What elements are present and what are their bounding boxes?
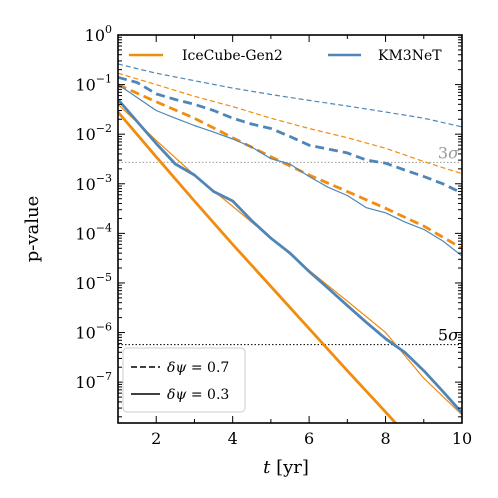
x-axis-label: t [yr]: [263, 457, 309, 478]
x-tick-label: 10: [452, 429, 472, 448]
series-icecube-dashed-thin: [118, 72, 462, 175]
sigma-5-label: 5σ: [438, 326, 460, 345]
legend-icecube-label: IceCube-Gen2: [182, 48, 283, 64]
legend-detectors: IceCube-Gen2 KM3NeT: [129, 48, 442, 64]
sigma-3-label: 3σ: [438, 143, 460, 162]
legend-dashed-label: δψ = 0.7: [167, 360, 229, 376]
series-km3net-dashed-thin: [118, 63, 462, 128]
x-tick-label: 2: [151, 429, 161, 448]
x-tick-labels: 2 4 6 8 10: [151, 429, 472, 448]
x-tick-label: 6: [304, 429, 314, 448]
y-tick-label: 10−1: [75, 73, 112, 95]
legend-resolution-box: [122, 347, 246, 413]
y-tick-labels: 100 10−1 10−2 10−3 10−4 10−5 10−6 10−7: [75, 23, 112, 392]
axis-ticks: [117, 34, 463, 423]
plot-frame: [117, 34, 463, 424]
x-tick-label: 8: [380, 429, 390, 448]
legend-resolution: δψ = 0.7 δψ = 0.3: [122, 347, 246, 413]
series-km3net-solid-thin: [118, 84, 462, 257]
y-tick-label: 10−2: [75, 122, 112, 144]
y-axis-label: p-value: [22, 196, 43, 263]
series-layer: [118, 63, 462, 423]
series-km3net-solid-thick: [118, 98, 462, 414]
y-tick-label: 10−5: [75, 271, 112, 293]
y-tick-label: 10−6: [75, 321, 112, 343]
y-tick-label: 100: [85, 23, 112, 45]
series-km3net-dashed-thick: [118, 75, 462, 195]
y-tick-label: 10−4: [75, 221, 112, 243]
legend-solid-label: δψ = 0.3: [167, 387, 229, 403]
y-tick-label: 10−7: [75, 370, 112, 392]
series-icecube-solid-thick: [118, 111, 398, 423]
legend-km3net-label: KM3NeT: [378, 48, 442, 64]
x-tick-label: 4: [228, 429, 238, 448]
y-tick-label: 10−3: [75, 172, 112, 194]
series-icecube-dashed-thick: [118, 83, 462, 250]
